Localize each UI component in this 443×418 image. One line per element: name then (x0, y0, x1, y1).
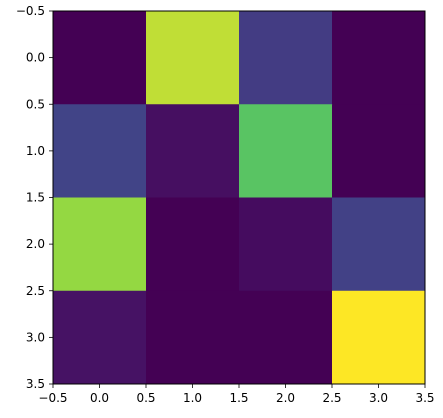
heatmap-cell-r3-c3 (332, 290, 426, 385)
x-tick-label: −0.5 (38, 391, 67, 405)
heatmap-cell-r1-c0 (53, 104, 147, 198)
y-tick-label: 3.0 (26, 330, 45, 344)
x-tick-label: 3.0 (369, 391, 388, 405)
x-tick-label: 2.5 (322, 391, 341, 405)
y-tick-label: 0.0 (26, 51, 45, 65)
heatmap-cell-r0-c2 (239, 11, 333, 105)
y-tick-label: 0.5 (26, 97, 45, 111)
heatmap-cell-r0-c1 (146, 11, 240, 105)
y-tick-label: 1.0 (26, 144, 45, 158)
y-tick-label: −0.5 (16, 4, 45, 18)
x-tick-label: 0.5 (136, 391, 155, 405)
heatmap-cells (53, 11, 426, 385)
heatmap-cell-r2-c0 (53, 197, 147, 292)
heatmap-cell-r1-c2 (239, 104, 333, 198)
x-tick-label: 2.0 (276, 391, 295, 405)
heatmap-cell-r0-c3 (332, 11, 426, 105)
heatmap-cell-r1-c3 (332, 104, 426, 198)
heatmap-cell-r3-c1 (146, 290, 240, 385)
heatmap-cell-r3-c2 (239, 290, 333, 385)
heatmap-cell-r1-c1 (146, 104, 240, 198)
heatmap-cell-r0-c0 (53, 11, 147, 105)
heatmap-cell-r3-c0 (53, 290, 147, 385)
heatmap-cell-r2-c1 (146, 197, 240, 292)
x-axis-ticks: −0.5 0.0 0.5 1.0 1.5 2.0 2.5 3.0 3.5 (38, 384, 435, 405)
y-tick-label: 1.5 (26, 191, 45, 205)
x-tick-label: 0.0 (90, 391, 109, 405)
heatmap-cell-r2-c3 (332, 197, 426, 292)
y-axis-ticks: −0.5 0.0 0.5 1.0 1.5 2.0 2.5 3.0 3.5 (16, 4, 53, 391)
y-tick-label: 3.5 (26, 377, 45, 391)
y-tick-label: 2.5 (26, 284, 45, 298)
heatmap-cell-r2-c2 (239, 197, 333, 292)
x-tick-label: 1.0 (183, 391, 202, 405)
x-tick-label: 1.5 (229, 391, 248, 405)
x-tick-label: 3.5 (415, 391, 434, 405)
y-tick-label: 2.0 (26, 237, 45, 251)
